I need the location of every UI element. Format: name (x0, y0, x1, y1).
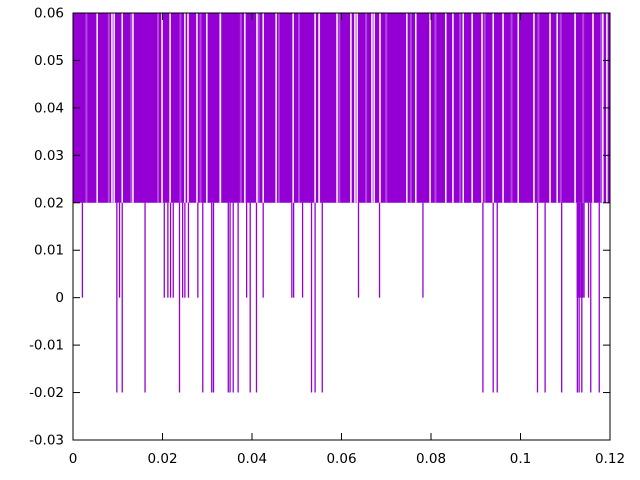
x-tick-label: 0.04 (237, 451, 267, 467)
x-tick-label: 0.08 (416, 451, 446, 467)
x-tick-label: 0.02 (147, 451, 177, 467)
y-tick-label: 0.05 (34, 53, 64, 69)
x-tick-label: 0.06 (326, 451, 356, 467)
x-tick-label: 0.1 (510, 451, 531, 467)
y-tick-label: -0.02 (29, 385, 64, 401)
y-tick-label: 0.02 (34, 195, 64, 211)
y-tick-label: -0.01 (29, 338, 64, 354)
x-tick-label: 0.12 (595, 451, 625, 467)
y-tick-label: 0.06 (34, 6, 64, 22)
x-tick-label: 0 (69, 451, 78, 467)
series-band (73, 13, 610, 203)
y-tick-label: -0.03 (29, 433, 64, 449)
y-tick-label: 0 (55, 290, 64, 306)
y-tick-label: 0.01 (34, 243, 64, 259)
y-tick-label: 0.03 (34, 148, 64, 164)
y-tick-label: 0.04 (34, 100, 64, 116)
